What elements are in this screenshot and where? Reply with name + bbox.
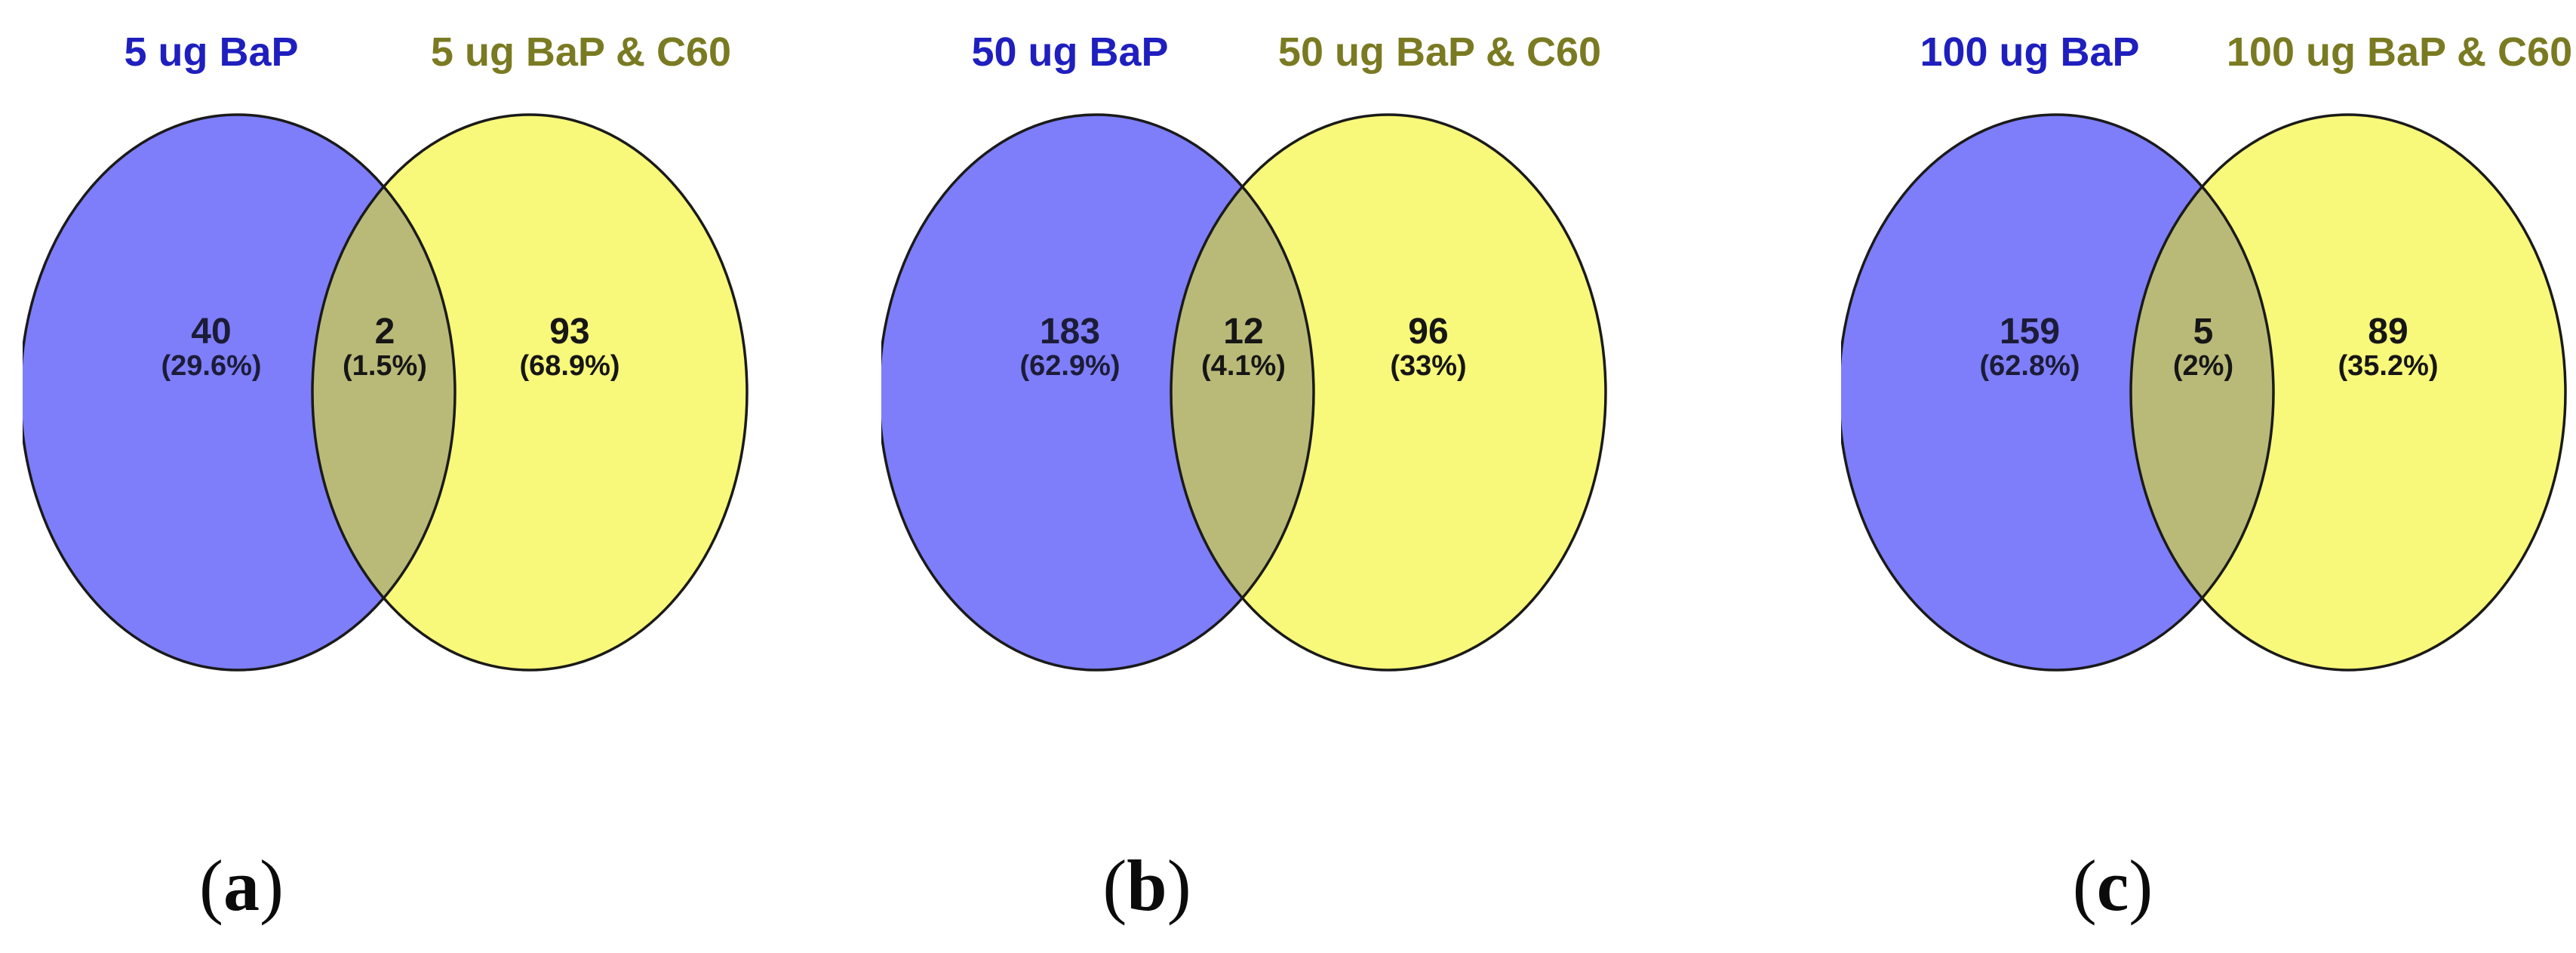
left-percent: (62.9%)	[1019, 350, 1120, 382]
right-circle-outline	[1170, 113, 1607, 672]
left-circle-outline	[1841, 113, 2275, 672]
overlap-percent: (1.5%)	[343, 350, 427, 382]
right-set-title: 5 ug BaP & C60	[430, 29, 732, 75]
left-percent: (62.8%)	[1979, 350, 2080, 382]
right-percent: (68.9%)	[519, 350, 619, 382]
right-percent: (33%)	[1390, 350, 1466, 382]
right-circle-outline	[2129, 113, 2567, 672]
right-count: 89	[2368, 312, 2408, 352]
caption-paren-open: (	[2072, 845, 2097, 926]
left-circle-outline	[23, 113, 456, 672]
caption-paren-close: )	[260, 845, 284, 926]
overlap-region	[1171, 115, 1314, 670]
overlap-percent: (4.1%)	[1201, 350, 1286, 382]
caption-paren-close: )	[2129, 845, 2153, 926]
overlap-region	[312, 115, 455, 670]
left-set-title: 5 ug BaP	[124, 29, 299, 75]
right-count: 93	[549, 312, 589, 352]
venn-diagram: 183 (62.9%) 12 (4.1%) 96 (33%)	[881, 113, 1607, 672]
caption-letter: c	[2096, 845, 2129, 926]
left-count: 159	[2000, 312, 2060, 352]
panel-caption: (c)	[2073, 844, 2153, 927]
left-set-title: 50 ug BaP	[971, 29, 1169, 75]
panel-caption: (a)	[199, 844, 284, 927]
overlap-percent: (2%)	[2173, 350, 2233, 382]
caption-paren-open: (	[1102, 845, 1127, 926]
venn-diagram: 159 (62.8%) 5 (2%) 89 (35.2%)	[1841, 113, 2567, 672]
caption-paren-open: (	[199, 845, 223, 926]
left-percent: (29.6%)	[161, 350, 261, 382]
venn-panel-b: 50 ug BaP 50 ug BaP & C60 183 (62.9%) 12…	[881, 0, 1636, 953]
venn-panel-c: 100 ug BaP 100 ug BaP & C60 159 (62.8%) …	[1841, 0, 2576, 953]
overlap-count: 5	[2193, 312, 2214, 352]
right-circle-outline	[311, 113, 749, 672]
left-set-title: 100 ug BaP	[1920, 29, 2140, 75]
right-count: 96	[1408, 312, 1448, 352]
left-circle-outline	[881, 113, 1315, 672]
right-set-title: 50 ug BaP & C60	[1277, 29, 1602, 75]
overlap-count: 2	[375, 312, 395, 352]
caption-letter: a	[223, 845, 260, 926]
right-percent: (35.2%)	[2338, 350, 2438, 382]
left-count: 183	[1040, 312, 1100, 352]
venn-panel-a: 5 ug BaP 5 ug BaP & C60 40 (29.6%) 2 (1.…	[23, 0, 777, 953]
caption-letter: b	[1127, 845, 1167, 926]
venn-diagram: 40 (29.6%) 2 (1.5%) 93 (68.9%)	[23, 113, 749, 672]
overlap-count: 12	[1223, 312, 1263, 352]
left-count: 40	[191, 312, 231, 352]
overlap-region	[2131, 115, 2273, 670]
caption-paren-close: )	[1167, 845, 1191, 926]
panel-caption: (b)	[1102, 844, 1191, 927]
right-set-title: 100 ug BaP & C60	[2226, 29, 2573, 75]
